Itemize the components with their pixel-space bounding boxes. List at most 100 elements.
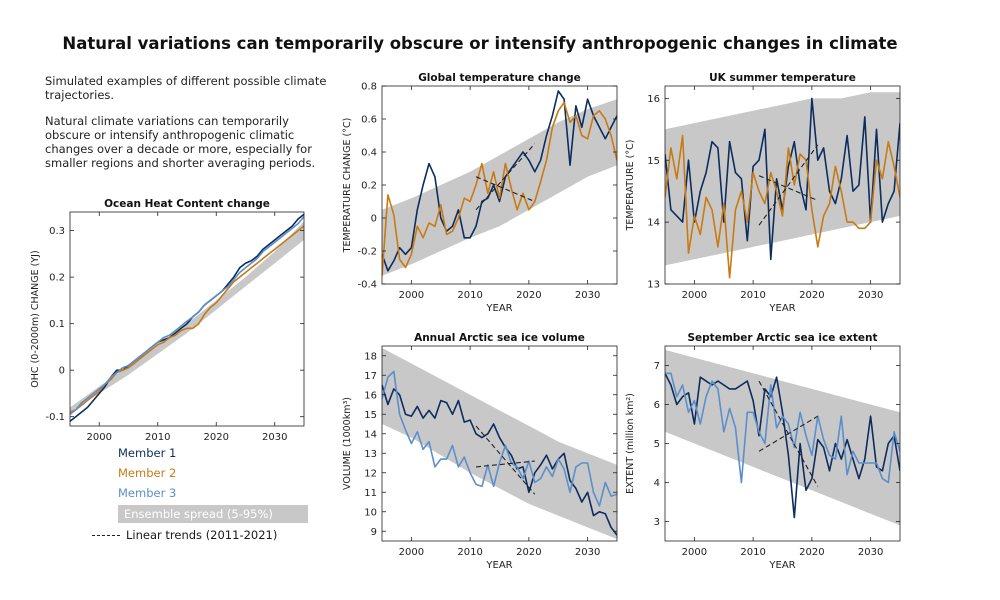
y-tick-label: 0.1	[49, 319, 65, 330]
x-tick-label: 2030	[858, 547, 883, 558]
series-line-member-2	[665, 134, 900, 279]
legend-linear-trends-label: Linear trends (2011-2021)	[126, 528, 278, 542]
x-tick-label: 2000	[399, 547, 424, 558]
ensemble-spread-band	[382, 348, 617, 539]
series-line-member-1	[665, 372, 900, 519]
y-tick-label: 12	[364, 468, 377, 479]
chart-panel-arctic-vol: 2000 2010 2020 2030 9 10 11 12 13 14 15 16 17 18 Annua…	[342, 332, 618, 571]
chart-plot-area	[382, 348, 617, 539]
chart-panel-ohc: 2000 2010 2020 2030 -0.1 0 0.1 0.2 0.3 Ocean Heat…	[30, 198, 305, 443]
y-axis-label: TEMPERATURE CHANGE (°C)	[342, 118, 353, 254]
y-axis-label: EXTENT (million km²)	[625, 393, 636, 494]
x-tick-label: 2030	[575, 547, 600, 558]
dashed-line-icon	[92, 534, 120, 536]
y-tick-label: 11	[364, 488, 377, 499]
y-tick-label: 3	[654, 517, 660, 528]
series-line-member-1	[70, 213, 304, 422]
series-line-member-3	[665, 372, 900, 484]
ensemble-spread-band	[382, 99, 617, 276]
x-tick-label: 2030	[858, 290, 883, 301]
series-line-member-1	[382, 384, 617, 536]
y-tick-label: 0.2	[361, 181, 377, 192]
y-tick-label: 13	[647, 280, 660, 291]
y-tick-label: 15	[364, 410, 377, 421]
x-axis-label: YEAR	[768, 560, 795, 571]
chart-title: Ocean Heat Content change	[104, 198, 270, 210]
legend-member-1: Member 1	[118, 446, 177, 460]
linear-trend-line	[758, 144, 819, 226]
chart-panel-arctic-ext: 2000 2010 2020 2030 3 4 5 6 7 September Arctic se…	[625, 332, 901, 571]
x-tick-label: 2020	[516, 547, 541, 558]
y-tick-label: 0.3	[49, 226, 65, 237]
y-tick-label: -0.1	[45, 412, 65, 423]
y-tick-label: 0	[371, 214, 377, 225]
x-tick-label: 2000	[682, 290, 707, 301]
legend-member-2: Member 2	[118, 466, 177, 480]
chart-panel-uk: 2000 2010 2020 2030 13 14 15 16 UK summer temper…	[625, 72, 901, 314]
chart-title: UK summer temperature	[709, 72, 856, 84]
chart-plot-area	[382, 90, 617, 276]
x-tick-label: 2020	[799, 547, 824, 558]
chart-frame	[664, 85, 901, 285]
x-tick-label: 2010	[740, 290, 765, 301]
y-tick-label: 0.4	[361, 148, 377, 159]
x-tick-label: 2010	[740, 547, 765, 558]
y-tick-label: 6	[654, 400, 660, 411]
linear-trend-line	[758, 175, 818, 201]
description-intro: Simulated examples of different possible…	[45, 74, 327, 102]
linear-trend-line	[475, 425, 536, 495]
x-tick-label: 2000	[682, 547, 707, 558]
y-tick-label: 0.8	[361, 82, 377, 93]
chart-title: September Arctic sea ice extent	[687, 332, 877, 344]
series-line-member-2	[70, 225, 304, 413]
y-tick-label: 13	[364, 449, 377, 460]
chart-plot-area	[665, 349, 900, 526]
y-tick-label: -0.2	[357, 247, 377, 258]
y-axis-label: VOLUME (1000km³)	[342, 397, 353, 490]
linear-trend-line	[475, 176, 535, 203]
y-tick-label: 15	[647, 156, 660, 167]
legend-member-3: Member 3	[118, 486, 177, 500]
y-tick-label: 5	[654, 439, 660, 450]
y-tick-label: -0.4	[357, 280, 377, 291]
x-tick-label: 2000	[87, 432, 112, 443]
x-tick-label: 2020	[204, 432, 229, 443]
y-tick-label: 14	[364, 429, 377, 440]
chart-plot-area	[70, 213, 304, 422]
y-tick-label: 7	[654, 361, 660, 372]
y-tick-label: 9	[371, 527, 377, 538]
x-tick-label: 2020	[799, 290, 824, 301]
chart-panel-global: 2000 2010 2020 2030 -0.4 -0.2 0 0.2 0.4 0.6 0.8 Glo…	[342, 72, 618, 314]
x-tick-label: 2000	[399, 290, 424, 301]
y-tick-label: 18	[364, 351, 377, 362]
x-axis-label: YEAR	[485, 560, 512, 571]
y-tick-label: 0	[59, 366, 65, 377]
x-tick-label: 2010	[457, 547, 482, 558]
legend-linear-trends: Linear trends (2011-2021)	[92, 525, 318, 545]
linear-trend-line	[475, 460, 535, 468]
x-axis-label: YEAR	[485, 303, 512, 314]
chart-plot-area	[665, 92, 900, 279]
y-tick-label: 17	[364, 371, 377, 382]
legend: Member 1 Member 2 Member 3 Ensemble spre…	[92, 443, 318, 545]
y-tick-label: 0.6	[361, 115, 377, 126]
linear-trend-line	[475, 143, 536, 211]
y-tick-label: 16	[647, 94, 660, 105]
x-tick-label: 2010	[457, 290, 482, 301]
x-tick-label: 2030	[262, 432, 287, 443]
description-detail: Natural climate variations can temporari…	[45, 114, 316, 170]
legend-ensemble-spread: Ensemble spread (5-95%)	[118, 505, 308, 523]
y-tick-label: 0.2	[49, 273, 65, 284]
x-tick-label: 2010	[145, 432, 170, 443]
chart-title: Global temperature change	[418, 72, 581, 84]
x-axis-label: YEAR	[768, 303, 795, 314]
y-tick-label: 16	[364, 390, 377, 401]
chart-frame	[69, 211, 305, 427]
series-line-member-2	[382, 101, 617, 276]
x-tick-label: 2030	[575, 290, 600, 301]
y-tick-label: 14	[647, 218, 660, 229]
y-axis-label: TEMPERATURE (°C)	[625, 140, 636, 232]
series-line-member-3	[382, 370, 617, 507]
chart-frame	[381, 345, 618, 542]
